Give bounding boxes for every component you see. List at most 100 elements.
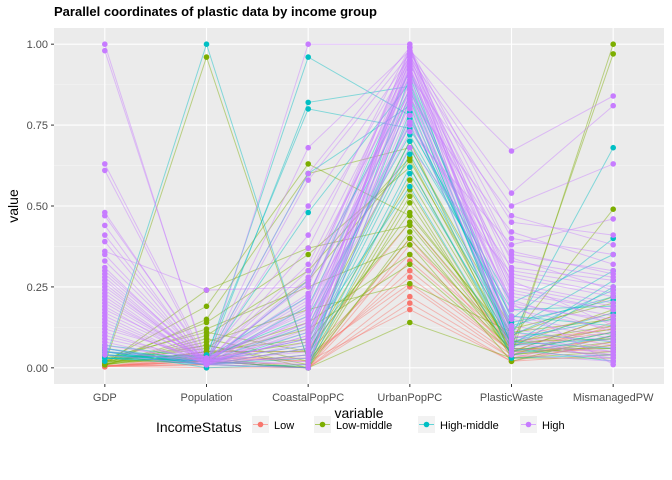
data-point: [102, 232, 108, 238]
series-line: [104, 91, 614, 366]
series-line: [104, 94, 614, 362]
data-point: [407, 112, 413, 119]
series-line: [104, 159, 614, 362]
legend: IncomeStatus Low Low-middle High-middle Hig…: [156, 416, 565, 435]
data-point: [102, 313, 108, 319]
data-point: [407, 242, 413, 248]
x-tick-label: Population: [181, 392, 233, 404]
series-line: [104, 146, 614, 366]
data-point: [407, 200, 413, 206]
legend-key-point: [525, 421, 532, 428]
data-point: [305, 209, 312, 216]
data-point: [610, 161, 616, 167]
data-point: [407, 229, 413, 235]
series-line: [104, 58, 614, 366]
data-point: [407, 138, 413, 145]
series-line: [104, 53, 614, 366]
x-tick-label: UrbanPopPC: [377, 392, 442, 404]
data-point: [305, 261, 312, 268]
data-point: [407, 151, 413, 157]
x-tick-label: GDP: [93, 392, 117, 404]
series-line: [104, 68, 614, 359]
data-point: [610, 322, 616, 329]
data-point: [305, 144, 312, 151]
x-tick-label: MismanagedPW: [573, 392, 654, 404]
data-point: [305, 290, 312, 297]
data-point: [508, 203, 515, 209]
x-tick-label: CoastalPopPC: [272, 392, 344, 404]
data-point: [305, 232, 312, 238]
data-point: [508, 303, 515, 310]
series-line: [104, 140, 614, 362]
data-point: [203, 287, 210, 293]
data-point: [407, 300, 413, 306]
series-line: [104, 120, 614, 366]
series-line: [104, 88, 614, 366]
series-line: [104, 253, 614, 359]
y-axis-title: value: [5, 189, 21, 223]
data-point: [305, 332, 312, 339]
series-line: [104, 283, 614, 366]
series-line: [104, 147, 614, 366]
y-tick-label: 1.00: [27, 39, 48, 51]
series-line: [104, 101, 614, 362]
data-point: [407, 73, 413, 80]
series-line: [104, 244, 614, 362]
data-point: [407, 128, 413, 135]
series-line: [104, 75, 614, 362]
data-point: [102, 238, 108, 245]
data-point: [508, 352, 515, 358]
data-point: [305, 170, 312, 177]
data-point: [407, 193, 413, 200]
series-line: [104, 69, 614, 366]
data-point: [102, 258, 108, 264]
data-point: [305, 245, 312, 251]
data-point: [407, 267, 413, 274]
data-point: [407, 44, 413, 51]
data-point: [610, 287, 616, 293]
series-line: [104, 43, 614, 367]
series-line: [104, 283, 614, 367]
data-point: [102, 319, 108, 326]
series-line: [104, 201, 614, 369]
series-line: [104, 65, 614, 362]
data-point: [407, 60, 413, 67]
data-point: [508, 248, 515, 255]
data-point: [610, 144, 616, 151]
series-line: [104, 81, 614, 362]
data-point: [610, 261, 616, 268]
data-point: [508, 148, 515, 154]
data-point: [305, 303, 312, 310]
data-point: [610, 242, 616, 248]
data-point: [102, 251, 108, 258]
series-line: [104, 286, 614, 369]
series-line: [104, 117, 614, 366]
data-point: [610, 93, 616, 99]
series-line: [104, 49, 614, 362]
y-tick-label: 0.50: [27, 201, 48, 213]
data-point: [305, 99, 312, 106]
data-point: [305, 41, 312, 47]
data-point: [102, 293, 108, 300]
data-point: [102, 352, 108, 358]
data-point: [407, 144, 413, 151]
data-point: [610, 51, 616, 57]
data-point: [407, 54, 413, 60]
series-line: [104, 62, 614, 362]
series-line: [104, 46, 614, 366]
data-point: [102, 287, 108, 293]
data-point: [407, 183, 413, 190]
legend-key-point: [319, 421, 326, 428]
series-points: [102, 41, 616, 371]
series-line: [104, 140, 614, 366]
data-point: [203, 332, 210, 339]
legend-label: Low-middle: [336, 420, 392, 432]
series-line: [104, 195, 614, 366]
series-line: [104, 114, 614, 366]
series-line: [104, 166, 614, 362]
series-line: [104, 146, 614, 366]
series-line: [104, 156, 614, 366]
data-point: [508, 316, 515, 323]
data-point: [610, 316, 616, 323]
